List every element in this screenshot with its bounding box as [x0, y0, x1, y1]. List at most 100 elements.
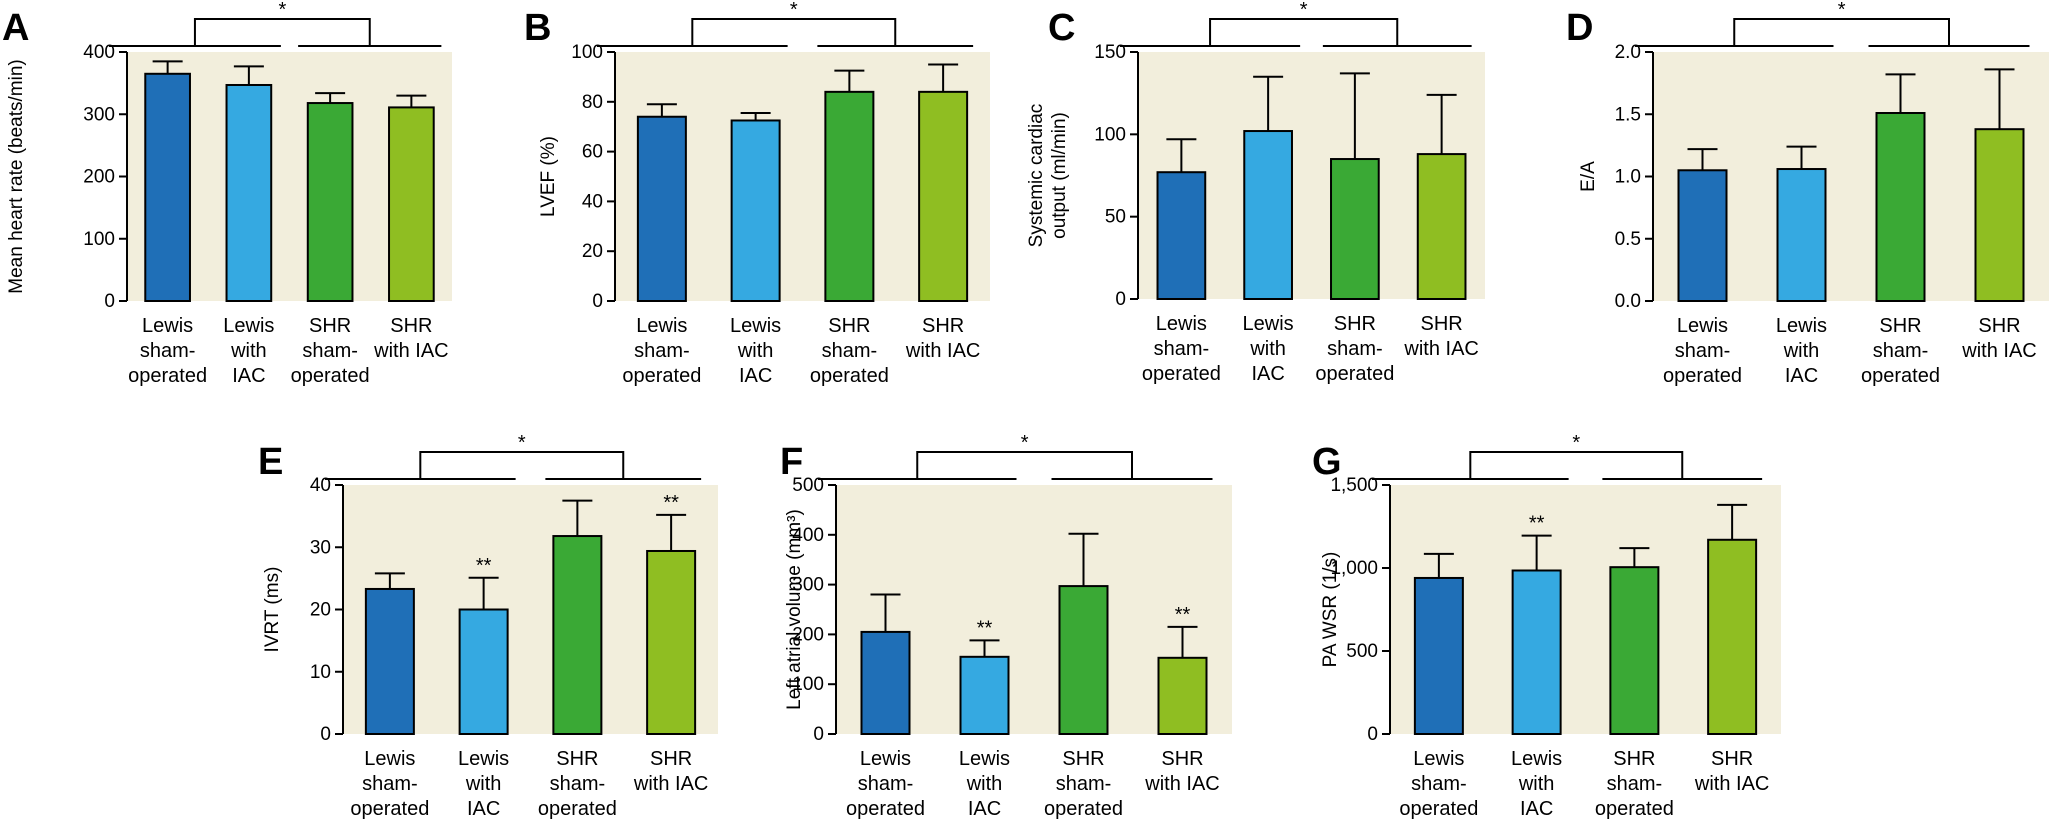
- y-tick-label: 100: [83, 229, 115, 250]
- significance-mark: **: [977, 617, 993, 639]
- category-label-line: sham-: [550, 773, 606, 795]
- category-label-line: sham-: [1411, 773, 1467, 795]
- y-axis-label: Systemic cardiacoutput (ml/min): [1026, 104, 1070, 248]
- category-label-line: IAC: [739, 365, 772, 387]
- category-label-line: SHR: [390, 315, 432, 337]
- y-tick-label: 300: [83, 104, 115, 125]
- y-axis-label: IVRT (ms): [262, 567, 283, 653]
- bar: [144, 72, 191, 302]
- category-label-line: with IAC: [905, 340, 980, 362]
- y-tick-label: 40: [310, 475, 331, 496]
- y-tick-label: 0: [813, 724, 824, 745]
- category-label: Lewis with IAC: [730, 315, 781, 387]
- bar: [1413, 576, 1464, 736]
- category-label-line: IAC: [1251, 363, 1284, 385]
- bar: [1776, 168, 1827, 302]
- y-tick-label: 60: [582, 142, 603, 163]
- category-label-line: SHR: [1978, 315, 2020, 337]
- y-tick-label: 500: [792, 475, 824, 496]
- y-tick-label: 10: [310, 662, 331, 683]
- y-tick-label: 1.5: [1615, 104, 1641, 125]
- panel-letter: C: [1048, 7, 1075, 49]
- category-label: SHR sham-operated: [810, 315, 889, 387]
- category-label-line: Lewis: [1511, 748, 1562, 770]
- y-tick-label: 40: [582, 191, 603, 212]
- category-label: Lewis sham-operated: [128, 315, 207, 387]
- category-label-line: SHR: [1711, 748, 1753, 770]
- category-label-line: operated: [810, 365, 889, 387]
- category-label-line: SHR: [828, 315, 870, 337]
- bar: [1875, 112, 1926, 302]
- category-label-line: Lewis: [636, 315, 687, 337]
- group-significance: *: [278, 0, 286, 21]
- category-label: Lewis sham-operated: [846, 748, 925, 820]
- category-label-line: Lewis: [730, 315, 781, 337]
- bar: [225, 83, 273, 303]
- category-label-line: operated: [1399, 798, 1478, 820]
- category-label: SHR sham-operated: [1315, 313, 1394, 385]
- category-label-line: operated: [622, 365, 701, 387]
- category-label-line: SHR: [556, 748, 598, 770]
- group-bracket: [916, 451, 1133, 479]
- category-label-line: IAC: [467, 798, 500, 820]
- category-label-line: sham-: [1675, 340, 1731, 362]
- category-label-line: Lewis: [860, 748, 911, 770]
- y-axis-label: LVEF (%): [538, 136, 559, 217]
- bar: [1416, 153, 1467, 300]
- panel-letter: E: [258, 441, 283, 483]
- y-tick-label: 300: [792, 575, 824, 596]
- category-label: Lewis sham-operated: [1663, 315, 1742, 387]
- category-label-line: sham-: [302, 340, 358, 362]
- category-label-line: SHR: [1161, 748, 1203, 770]
- bar: [1609, 566, 1660, 735]
- y-axis-label: Mean heart rate (beats/min): [6, 59, 27, 293]
- y-tick-label: 80: [582, 92, 603, 113]
- category-label: Lewis with IAC: [1243, 313, 1294, 385]
- category-label-line: with: [230, 340, 267, 362]
- category-label-line: sham-: [1873, 340, 1929, 362]
- y-tick-label: 20: [310, 600, 331, 621]
- panel-letter: A: [2, 7, 29, 49]
- y-tick-label: 100: [792, 674, 824, 695]
- group-bracket: [1469, 451, 1684, 479]
- bar: [552, 535, 603, 735]
- category-label: Lewis with IAC: [223, 315, 274, 387]
- category-label-line: Lewis: [1243, 313, 1294, 335]
- y-tick-label: 0: [320, 724, 331, 745]
- bar: [364, 587, 415, 736]
- panel-C: C 0 50 100 150 Systemic cardiacoutput (ml/min…: [1026, 0, 1485, 385]
- category-label-line: sham-: [634, 340, 690, 362]
- y-tick-label: 0: [1367, 724, 1378, 745]
- category-label-line: sham-: [1056, 773, 1112, 795]
- y-tick-label: 400: [792, 525, 824, 546]
- y-tick-label: 30: [310, 537, 331, 558]
- panel-letter: D: [1566, 7, 1593, 49]
- y-tick-label: 200: [792, 624, 824, 645]
- category-label: Lewis with IAC: [959, 748, 1010, 820]
- bar: [918, 90, 969, 302]
- category-label-line: with IAC: [1144, 773, 1219, 795]
- category-label-line: sham-: [1154, 338, 1210, 360]
- panel-letter: F: [780, 441, 803, 483]
- category-label-line: Lewis: [142, 315, 193, 337]
- y-axis-label: Left atrial volume (mm³): [784, 509, 805, 710]
- category-label: SHR with IAC: [1694, 748, 1769, 795]
- category-label-line: operated: [846, 798, 925, 820]
- category-label: SHR sham-operated: [291, 315, 370, 387]
- group-significance: *: [1838, 0, 1846, 21]
- category-label-line: SHR: [1613, 748, 1655, 770]
- category-label: Lewis sham-operated: [1399, 748, 1478, 820]
- category-label: SHR sham-operated: [1861, 315, 1940, 387]
- category-label: Lewis with IAC: [1511, 748, 1562, 820]
- y-tick-label: 20: [582, 241, 603, 262]
- bar: [636, 115, 687, 302]
- bar: [1974, 128, 2025, 302]
- group-significance: *: [518, 432, 526, 454]
- group-bracket: [691, 18, 897, 46]
- bar: [1058, 585, 1109, 735]
- y-tick-label: 0: [104, 291, 115, 312]
- category-label: SHR sham-operated: [1595, 748, 1674, 820]
- y-tick-label: 0.0: [1615, 291, 1641, 312]
- panel-A: A 0 100 200 300 400 Mean heart rate (beats/min…: [2, 0, 452, 387]
